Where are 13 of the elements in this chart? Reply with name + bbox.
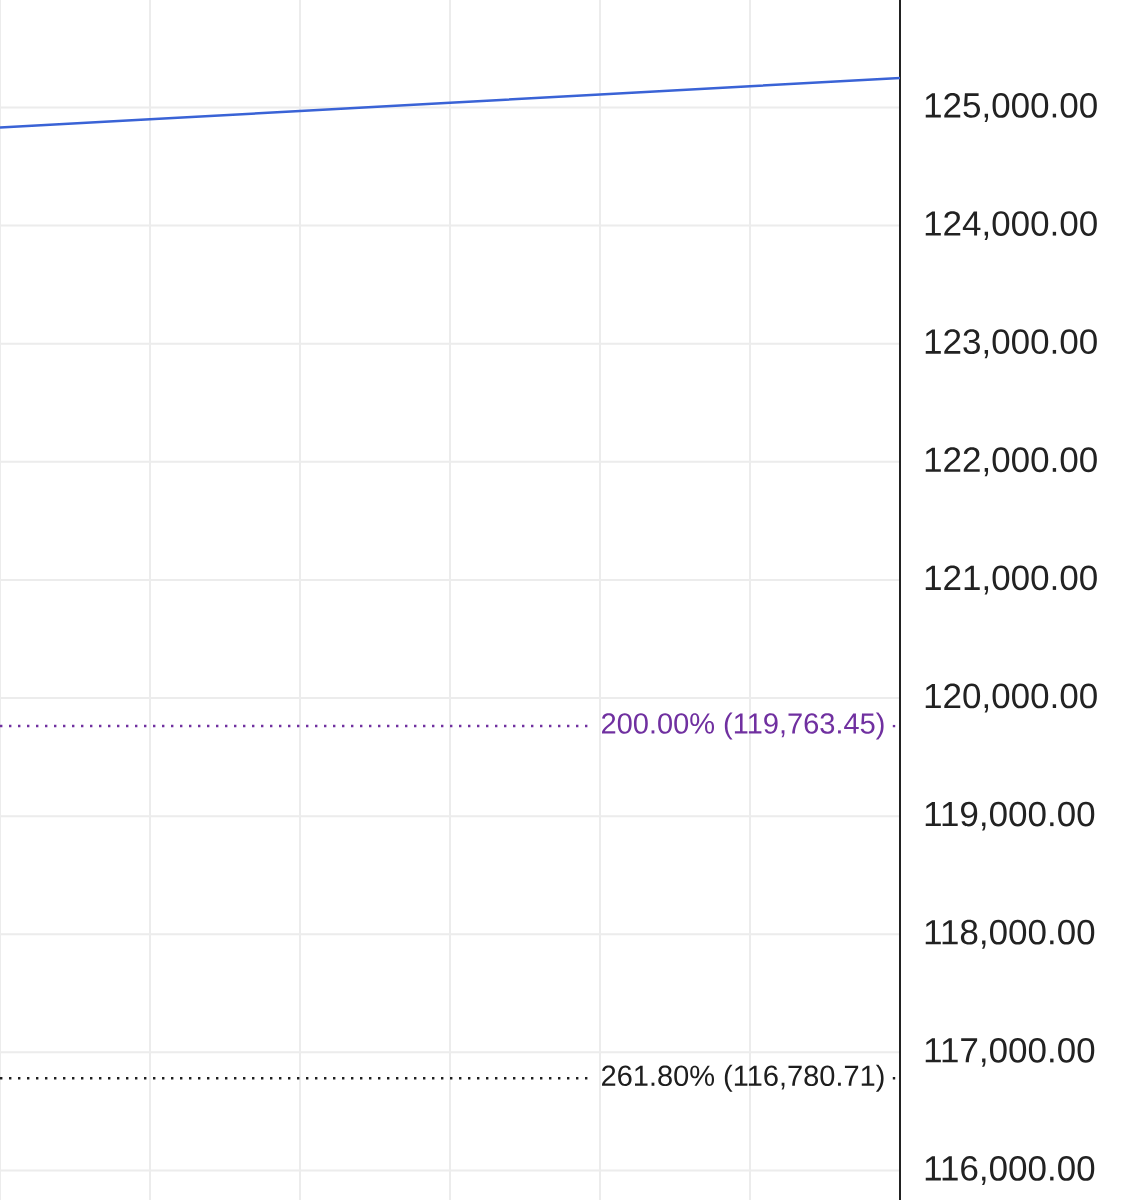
y-tick-label: 125,000.00 [925, 93, 1097, 122]
y-tick-label: 119,000.00 [925, 801, 1095, 831]
y-tick-label: 117,000.00 [925, 1037, 1095, 1067]
y-tick-label: 116,000.00 [925, 1156, 1095, 1185]
ref-line-label: 261.80% (116,780.71) [602, 1064, 884, 1092]
y-tick-label: 118,000.00 [925, 919, 1095, 949]
ref-line-label: 200.00% (119,763.45) [602, 712, 884, 740]
line-series [0, 76, 901, 129]
y-tick-label: 123,000.00 [925, 329, 1097, 359]
y-tick-label: 121,000.00 [925, 565, 1097, 595]
y-tick-label: 122,000.00 [925, 447, 1097, 477]
y-tick-label: 120,000.00 [925, 683, 1097, 713]
y-tick-label: 124,000.00 [925, 211, 1097, 241]
